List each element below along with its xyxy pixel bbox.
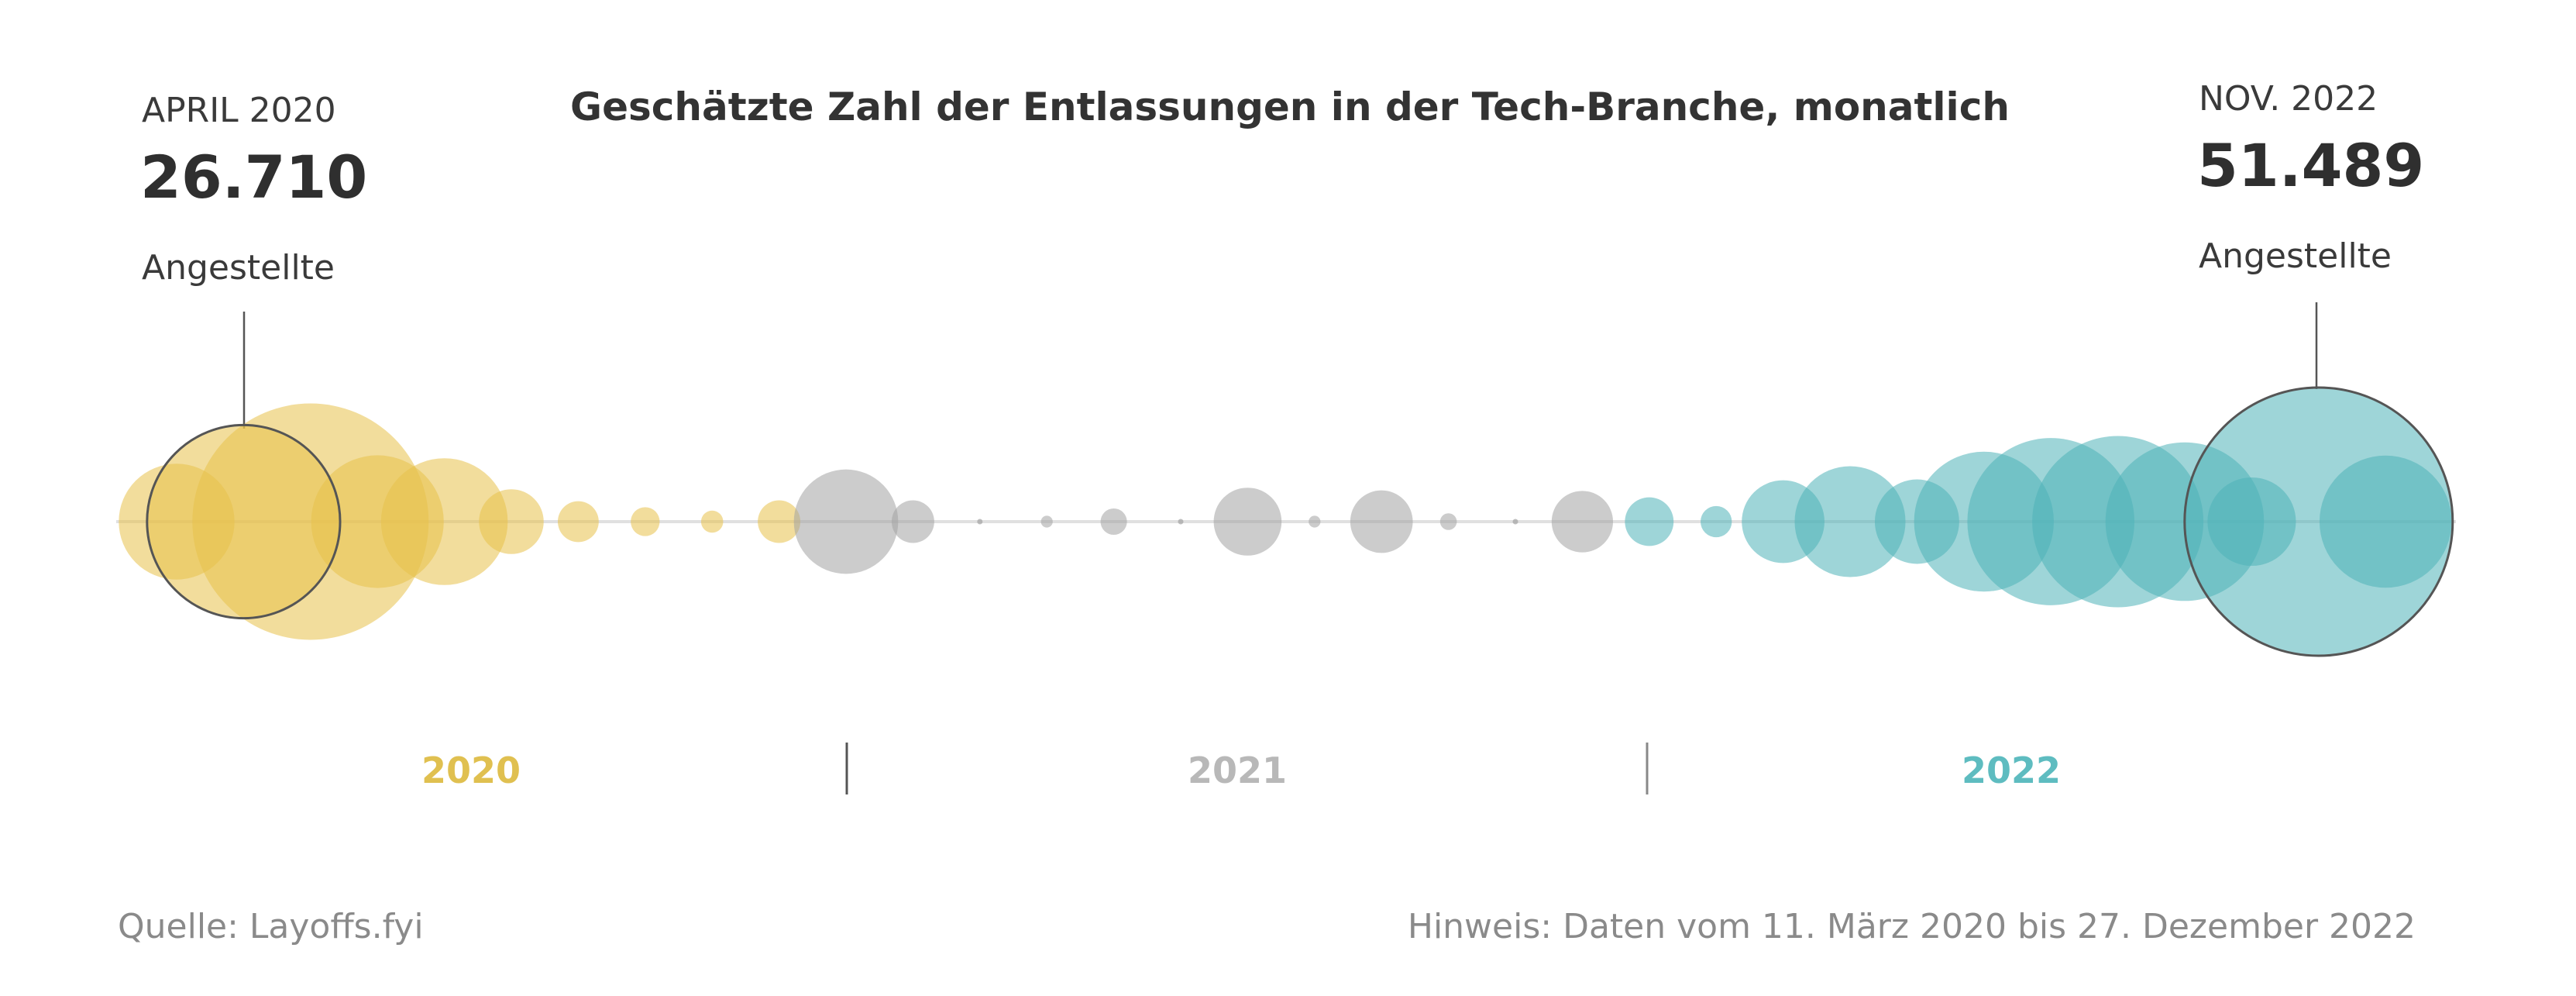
highlight-ring-2022-11 xyxy=(2183,386,2454,657)
annotation-value: 51.489 xyxy=(2197,131,2424,200)
annotation-unit: Angestellte xyxy=(2199,236,2392,276)
highlight-ring-2020-04 xyxy=(146,423,342,620)
bubble-2021-05 xyxy=(1100,508,1127,536)
source-note: Quelle: Layoffs.fyi xyxy=(118,907,424,946)
bubble-2021-11 xyxy=(1512,519,1518,525)
bubble-2022-02 xyxy=(1701,505,1732,538)
year-label-2021: 2021 xyxy=(1188,750,1287,791)
bubble-2020-12 xyxy=(758,500,801,543)
bubble-2020-11 xyxy=(700,510,724,533)
annotation-april-2020: APRIL 2020 26.710 Angestellte xyxy=(140,91,367,429)
bubble-2021-06 xyxy=(1178,519,1184,525)
bubble-2021-10 xyxy=(1439,513,1457,530)
bubble-2022-12 xyxy=(2319,455,2452,588)
year-label-2020: 2020 xyxy=(421,750,521,791)
bubble-2022-04 xyxy=(1794,466,1906,577)
bubble-2020-08 xyxy=(479,489,544,554)
annotation-value: 26.710 xyxy=(140,143,367,212)
bubble-2021-04 xyxy=(1040,515,1053,528)
bubble-2022-01 xyxy=(1625,497,1674,546)
bubble-2021-02 xyxy=(891,500,934,543)
bubble-2021-07 xyxy=(1213,488,1282,556)
highlight-rings xyxy=(146,386,2454,657)
bubble-2020-10 xyxy=(631,507,660,536)
data-range-note: Hinweis: Daten vom 11. März 2020 bis 27.… xyxy=(1408,907,2416,946)
annotation-unit: Angestellte xyxy=(142,248,335,288)
annotation-month-label: NOV. 2022 xyxy=(2199,79,2378,119)
bubble-series xyxy=(119,388,2453,656)
year-label-2022: 2022 xyxy=(1962,750,2061,791)
bubble-2021-01 xyxy=(793,469,899,574)
bubble-2022-11 xyxy=(2184,388,2453,656)
bubble-2021-08 xyxy=(1309,515,1321,528)
bubble-2020-07 xyxy=(380,458,508,585)
bubble-2021-12 xyxy=(1551,491,1614,553)
bubble-2021-09 xyxy=(1350,490,1413,553)
bubble-2021-03 xyxy=(977,519,983,525)
chart-title: Geschätzte Zahl der Entlassungen in der … xyxy=(570,84,2010,129)
annotation-nov-2022: NOV. 2022 51.489 Angestellte xyxy=(2197,79,2424,389)
bubble-2020-09 xyxy=(557,501,599,543)
annotation-month-label: APRIL 2020 xyxy=(142,91,336,130)
